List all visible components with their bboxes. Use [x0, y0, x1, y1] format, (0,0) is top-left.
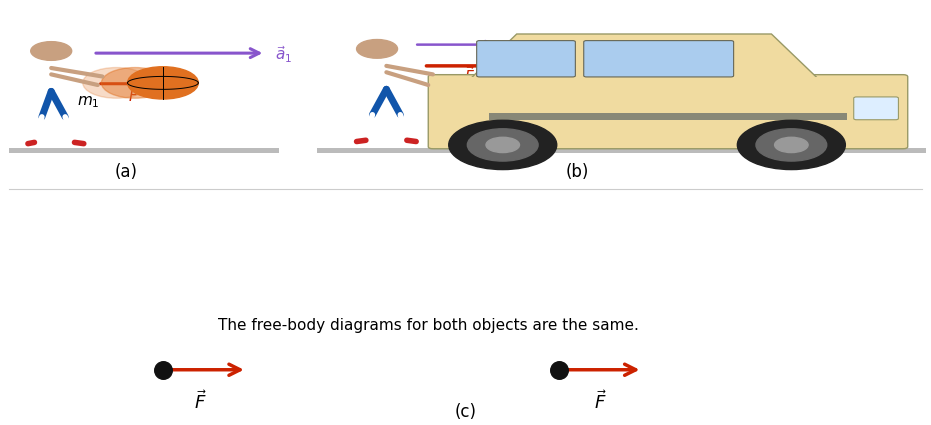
Text: The free-body diagrams for both objects are the same.: The free-body diagrams for both objects … — [218, 317, 639, 333]
Polygon shape — [470, 34, 818, 79]
Text: $\vec{F}$: $\vec{F}$ — [464, 65, 475, 86]
Text: $\vec{a}_1$: $\vec{a}_1$ — [275, 44, 291, 65]
Text: $\vec{F}$: $\vec{F}$ — [194, 390, 207, 413]
Point — [551, 366, 566, 373]
Text: $\vec{F}$: $\vec{F}$ — [128, 84, 140, 105]
Point — [155, 366, 170, 373]
Circle shape — [83, 68, 150, 98]
FancyBboxPatch shape — [477, 41, 575, 77]
FancyBboxPatch shape — [584, 41, 734, 77]
Text: (b): (b) — [565, 163, 589, 181]
Text: $m_2$: $m_2$ — [493, 94, 516, 110]
FancyBboxPatch shape — [9, 148, 279, 153]
Circle shape — [737, 120, 845, 170]
Circle shape — [449, 120, 557, 170]
Circle shape — [357, 40, 398, 58]
Circle shape — [101, 68, 169, 98]
Text: (a): (a) — [115, 163, 137, 181]
Text: (c): (c) — [454, 403, 477, 421]
Circle shape — [775, 137, 808, 153]
FancyBboxPatch shape — [854, 97, 898, 120]
FancyBboxPatch shape — [433, 77, 903, 99]
Circle shape — [467, 129, 538, 161]
Circle shape — [756, 129, 827, 161]
Circle shape — [486, 137, 519, 153]
Text: $\vec{F}$: $\vec{F}$ — [594, 390, 607, 413]
Text: $m_1$: $m_1$ — [77, 94, 100, 110]
Text: $\vec{a}_2$: $\vec{a}_2$ — [509, 36, 526, 57]
Circle shape — [31, 42, 72, 60]
Circle shape — [128, 67, 198, 99]
FancyBboxPatch shape — [317, 148, 926, 153]
FancyBboxPatch shape — [489, 113, 847, 120]
FancyBboxPatch shape — [428, 75, 908, 149]
